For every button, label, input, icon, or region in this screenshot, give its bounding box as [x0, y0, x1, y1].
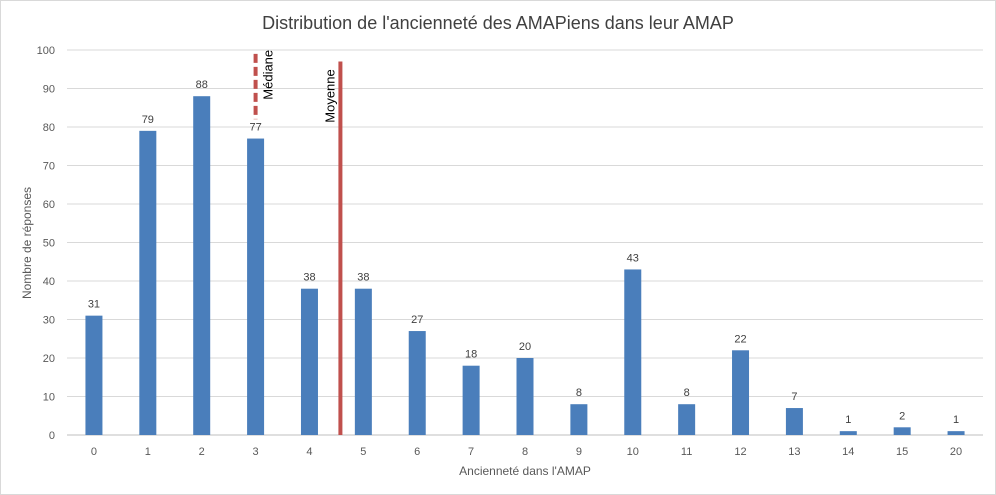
bar [732, 350, 750, 435]
y-tick-label: 60 [43, 199, 55, 211]
x-tick-label: 10 [627, 446, 639, 458]
data-label: 2 [899, 410, 905, 422]
data-label: 27 [411, 314, 423, 326]
bar [516, 358, 534, 435]
y-tick-label: 70 [43, 161, 55, 173]
x-tick-label: 9 [576, 446, 582, 458]
data-label: 88 [196, 79, 208, 91]
bar [893, 427, 911, 435]
x-tick-label: 15 [896, 446, 908, 458]
data-label: 38 [357, 272, 369, 284]
y-tick-label: 30 [43, 315, 55, 327]
data-label: 8 [576, 387, 582, 399]
x-tick-label: 20 [950, 446, 962, 458]
x-tick-label: 0 [91, 446, 97, 458]
data-label: 7 [791, 391, 797, 403]
data-label: 8 [684, 387, 690, 399]
bar [462, 365, 480, 435]
x-tick-label: 6 [414, 446, 420, 458]
y-tick-label: 80 [43, 122, 55, 134]
y-tick-label: 20 [43, 353, 55, 365]
y-axis-ticks: 0 10 20 30 40 50 60 70 80 90 100 [37, 45, 55, 442]
y-tick-label: 10 [43, 392, 55, 404]
bar [947, 431, 965, 435]
x-tick-label: 12 [734, 446, 746, 458]
x-tick-label: 5 [360, 446, 366, 458]
x-tick-label: 2 [199, 446, 205, 458]
data-label: 77 [249, 122, 261, 134]
gridlines [67, 49, 983, 436]
bar [247, 138, 265, 436]
bar [85, 315, 103, 435]
data-label: 79 [142, 114, 154, 126]
x-tick-label: 13 [788, 446, 800, 458]
data-label: 1 [845, 414, 851, 426]
x-tick-label: 11 [681, 446, 692, 458]
y-tick-label: 40 [43, 276, 55, 288]
y-axis-label: Nombre de réponses [20, 187, 34, 299]
mean-label: Moyenne [322, 69, 337, 122]
median-label: Médiane [261, 50, 276, 100]
x-tick-label: 4 [306, 446, 312, 458]
x-tick-label: 14 [842, 446, 854, 458]
reference-markers: Médiane Moyenne [253, 50, 343, 435]
x-axis-ticks: 0 1 2 3 4 5 6 7 8 9 10 11 12 13 14 15 20 [91, 446, 962, 458]
bar [408, 331, 426, 435]
x-tick-label: 7 [468, 446, 474, 458]
bar [624, 269, 642, 435]
data-label: 43 [627, 252, 639, 264]
x-tick-label: 8 [522, 446, 528, 458]
y-tick-label: 50 [43, 238, 55, 250]
chart-title: Distribution de l'ancienneté des AMAPien… [262, 13, 734, 33]
bar [354, 288, 372, 435]
data-labels: 31 79 88 77 38 38 27 18 20 8 43 8 22 7 1 2 1 [88, 79, 959, 426]
bar [839, 431, 857, 435]
y-tick-label: 90 [43, 84, 55, 96]
data-label: 31 [88, 299, 100, 311]
data-label: 22 [734, 333, 746, 345]
bar [570, 404, 588, 435]
data-label: 20 [519, 341, 531, 353]
x-tick-label: 3 [253, 446, 259, 458]
x-axis-label: Ancienneté dans l'AMAP [459, 464, 591, 478]
data-label: 18 [465, 349, 477, 361]
bar [678, 404, 696, 435]
bars [85, 96, 965, 436]
data-label: 1 [953, 414, 959, 426]
y-tick-label: 100 [37, 45, 55, 57]
bar [193, 96, 211, 435]
bar [139, 130, 157, 435]
bar [785, 408, 803, 435]
bar [300, 288, 318, 435]
y-tick-label: 0 [49, 430, 55, 442]
data-label: 38 [303, 272, 315, 284]
x-tick-label: 1 [145, 446, 151, 458]
